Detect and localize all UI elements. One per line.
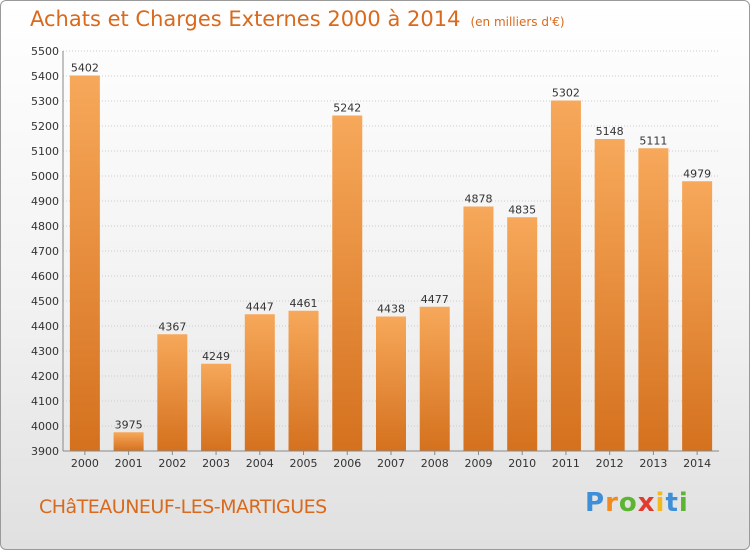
bar-2009 [463, 206, 494, 451]
y-tick-label: 5000 [31, 170, 59, 183]
bar-2008 [419, 306, 450, 451]
bar-2006 [332, 115, 363, 451]
unit-label: (en milliers d'€) [470, 15, 565, 29]
data-label-2014: 4979 [683, 167, 711, 180]
logo-letter: x [637, 488, 656, 518]
bar-2000 [69, 75, 100, 451]
logo-letter: o [618, 488, 638, 518]
y-tick-label: 5300 [31, 95, 59, 108]
y-tick-label: 4400 [31, 320, 59, 333]
bar-2010 [507, 217, 538, 451]
data-label-2012: 5148 [596, 125, 624, 138]
logo-letter: i [678, 488, 689, 518]
data-label-2007: 4438 [377, 303, 405, 316]
logo-letter: t [665, 488, 679, 518]
y-tick-label: 5200 [31, 120, 59, 133]
x-tick-label-2007: 2007 [377, 457, 405, 470]
bar-2011 [550, 100, 581, 451]
y-tick-label: 5500 [31, 45, 59, 58]
y-tick-label: 4300 [31, 345, 59, 358]
data-label-2011: 5302 [552, 87, 580, 100]
y-tick-label: 4900 [31, 195, 59, 208]
x-tick-label-2008: 2008 [421, 457, 449, 470]
data-label-2004: 4447 [246, 300, 274, 313]
city-name: CHâTEAUNEUF-LES-MARTIGUES [39, 496, 327, 518]
bar-2013 [638, 148, 669, 451]
y-tick-label: 4500 [31, 295, 59, 308]
data-label-2013: 5111 [639, 134, 667, 147]
y-tick-label: 4700 [31, 245, 59, 258]
x-tick-label-2001: 2001 [115, 457, 143, 470]
y-tick-label: 4800 [31, 220, 59, 233]
bar-2005 [288, 310, 319, 451]
bar-2004 [244, 314, 275, 451]
data-label-2006: 5242 [333, 102, 361, 115]
bar-2007 [376, 316, 406, 451]
data-label-2000: 5402 [71, 62, 99, 75]
x-tick-label-2004: 2004 [246, 457, 274, 470]
x-tick-label-2011: 2011 [552, 457, 580, 470]
data-label-2010: 4835 [508, 203, 536, 216]
y-tick-label: 4600 [31, 270, 59, 283]
x-tick-label-2012: 2012 [596, 457, 624, 470]
y-tick-label: 3900 [31, 445, 59, 458]
bar-2001 [113, 432, 144, 451]
x-tick-label-2013: 2013 [639, 457, 667, 470]
bar-2012 [594, 139, 625, 451]
data-label-2008: 4477 [421, 293, 449, 306]
data-label-2001: 3975 [115, 418, 143, 431]
x-tick-label-2005: 2005 [290, 457, 318, 470]
logo-letter: r [605, 488, 619, 518]
x-tick-label-2014: 2014 [683, 457, 711, 470]
data-label-2002: 4367 [158, 320, 186, 333]
title-text: Achats et Charges Externes 2000 à 2014 [30, 7, 461, 31]
bars: 5402 3975 4367 4249 4447 4461 5242 4438 4477 4878… [69, 62, 713, 451]
bar-2014 [682, 181, 713, 451]
axes: 3900 4000 4100 4200 4300 4400 4500 4600 4700 4800… [31, 45, 719, 470]
data-label-2005: 4461 [290, 297, 318, 310]
y-tick-label: 5400 [31, 70, 59, 83]
data-label-2009: 4878 [464, 193, 492, 206]
x-tick-label-2010: 2010 [508, 457, 536, 470]
proxiti-logo: Proxiti [585, 488, 689, 518]
data-label-2003: 4249 [202, 350, 230, 363]
x-tick-label-2006: 2006 [333, 457, 361, 470]
x-tick-label-2000: 2000 [71, 457, 99, 470]
bar-2003 [201, 363, 232, 451]
chart-title: Achats et Charges Externes 2000 à 2014 (e… [30, 7, 565, 31]
y-tick-label: 4100 [31, 395, 59, 408]
logo-letter: P [585, 488, 606, 518]
y-tick-label: 4000 [31, 420, 59, 433]
logo-letter: i [655, 488, 666, 518]
x-tick-label-2002: 2002 [158, 457, 186, 470]
x-tick-label-2003: 2003 [202, 457, 230, 470]
y-tick-label: 5100 [31, 145, 59, 158]
bar-2002 [157, 334, 188, 451]
x-tick-label-2009: 2009 [464, 457, 492, 470]
y-tick-label: 4200 [31, 370, 59, 383]
